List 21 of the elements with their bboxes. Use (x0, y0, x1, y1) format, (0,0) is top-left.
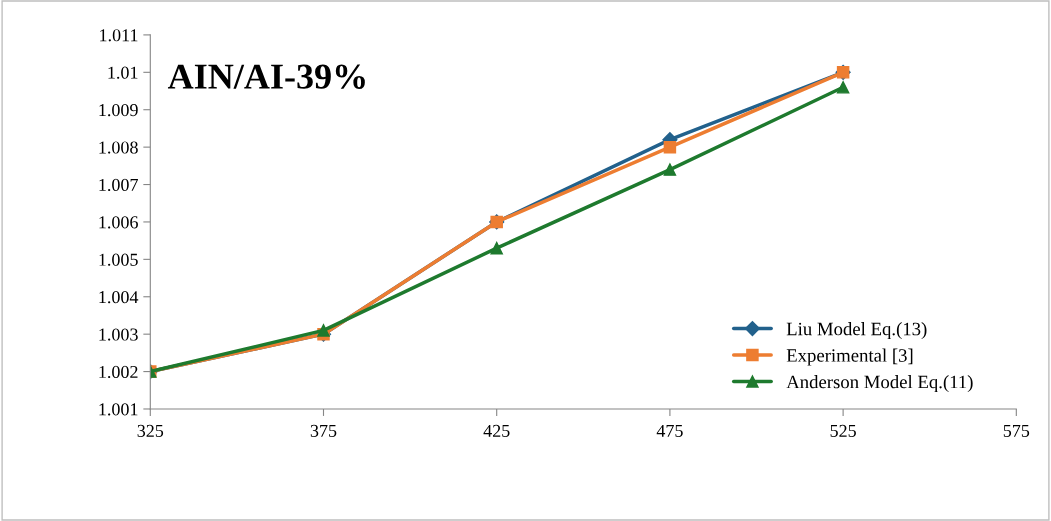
y-tick-label: 1.004 (99, 291, 139, 304)
y-tick-label: 1.011 (100, 29, 138, 42)
y-tick-label: 1.002 (99, 365, 138, 379)
y-tick-label: 1.006 (99, 216, 138, 229)
x-tick-label: 475 (656, 424, 683, 437)
y-tick-label: 1.003 (99, 328, 138, 341)
x-tick-label: 325 (137, 424, 164, 437)
y-tick-label: 1.009 (99, 103, 138, 117)
text: AIN/AI-39% (167, 64, 365, 89)
legend-label: Liu Model Eq.(13) (786, 322, 927, 340)
x-tick-label: 425 (483, 424, 510, 437)
y-tick-label: 1.01 (108, 66, 138, 79)
legend-label: Experimental [3] (786, 348, 913, 366)
y-tick-label: 1.007 (99, 178, 138, 192)
x-tick-label: 525 (830, 424, 856, 437)
x-tick-label: 375 (310, 424, 337, 437)
y-tick-label: 1.001 (99, 403, 138, 416)
x-tick-label: 575 (1003, 424, 1030, 437)
y-tick-label: 1.008 (99, 141, 138, 154)
legend-label: Anderson Model Eq.(11) (786, 375, 973, 393)
y-tick-label: 1.005 (99, 253, 138, 266)
